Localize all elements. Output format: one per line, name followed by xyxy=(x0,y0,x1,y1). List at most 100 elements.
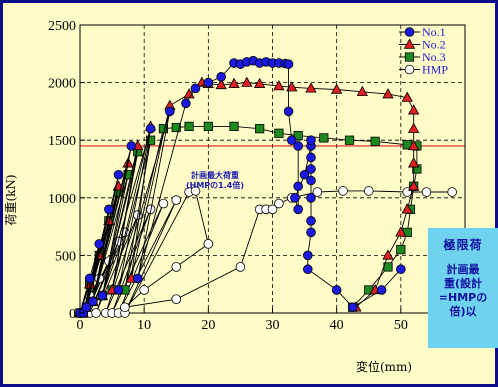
data-point-no2 xyxy=(401,203,413,214)
data-point-no1 xyxy=(165,106,175,117)
y-tick-label: 1000 xyxy=(48,192,76,207)
data-point-no3 xyxy=(255,124,265,134)
data-point-no1 xyxy=(302,264,313,275)
data-point-no1 xyxy=(97,290,108,301)
y-tick-label: 0 xyxy=(69,307,76,322)
data-point-no1 xyxy=(216,72,226,82)
annotation-layer: 計画最大荷重 (HMPの1.4倍) xyxy=(186,170,244,190)
data-point-no1 xyxy=(376,285,387,295)
data-point-no1 xyxy=(113,285,124,295)
y-axis-label: 荷重(kN) xyxy=(4,174,18,225)
data-point-hmp xyxy=(120,302,130,313)
data-point-no1 xyxy=(306,193,316,203)
data-point-no3 xyxy=(396,245,406,255)
data-point-no1 xyxy=(81,302,92,313)
data-point-no3 xyxy=(319,133,329,143)
data-point-hmp xyxy=(171,195,182,205)
callout-title: 極限荷 xyxy=(443,238,483,252)
data-point-no2 xyxy=(407,180,420,191)
data-point-no1 xyxy=(302,250,313,261)
data-point-no2 xyxy=(382,249,394,260)
x-tick-label: 20 xyxy=(201,318,215,333)
data-point-no1 xyxy=(94,239,105,249)
data-point-no2 xyxy=(407,139,420,151)
data-point-no2 xyxy=(273,80,285,91)
data-point-no1 xyxy=(290,193,300,203)
data-point-hmp xyxy=(203,239,214,249)
data-point-hmp xyxy=(274,198,284,209)
annotation-line2: (HMPの1.4倍) xyxy=(186,180,244,190)
data-point-hmp xyxy=(139,285,149,295)
y-tick-label: 2500 xyxy=(48,19,76,34)
data-point-hmp xyxy=(267,204,278,215)
x-axis-label: 変位(mm) xyxy=(356,359,412,374)
data-point-no1 xyxy=(293,141,303,151)
data-point-hmp xyxy=(363,186,374,196)
data-point-no3 xyxy=(370,136,380,146)
x-tick-label: 50 xyxy=(394,318,408,333)
data-point-hmp xyxy=(190,186,201,196)
data-point-no2 xyxy=(241,76,253,87)
data-point-no1 xyxy=(88,296,98,307)
x-tick-label: 30 xyxy=(266,318,280,333)
data-point-no2 xyxy=(401,91,413,102)
data-point-no3 xyxy=(293,130,303,141)
data-point-no2 xyxy=(382,88,394,99)
data-point-hmp xyxy=(158,198,169,209)
data-point-no1 xyxy=(104,204,114,215)
data-point-no3 xyxy=(203,121,213,131)
data-point-hmp xyxy=(91,308,101,318)
data-point-hmp xyxy=(338,186,348,196)
data-point-no1 xyxy=(306,164,316,174)
data-point-hmp xyxy=(421,187,432,197)
legend-label-hmp: HMP xyxy=(422,63,448,77)
callout-body: 計画最 重(設計 =HMPの 倍)以 xyxy=(438,263,488,318)
data-point-no1 xyxy=(84,273,95,284)
data-point-no1 xyxy=(190,83,201,94)
data-point-no2 xyxy=(330,83,343,94)
legend-label-no2: No.2 xyxy=(422,38,446,52)
data-point-no2 xyxy=(228,77,240,88)
data-point-no2 xyxy=(395,226,407,237)
annotation-line1: 計画最大荷重 xyxy=(191,170,239,180)
data-point-no1 xyxy=(293,181,303,192)
x-tick-label: 40 xyxy=(330,318,344,333)
data-point-no1 xyxy=(283,106,294,117)
y-tick-label: 1500 xyxy=(48,134,76,149)
legend-marker-no1 xyxy=(404,27,415,37)
data-point-no3 xyxy=(229,121,239,131)
data-point-no2 xyxy=(215,78,227,90)
data-point-no2 xyxy=(253,77,266,88)
data-point-no1 xyxy=(331,285,342,295)
data-point-no3 xyxy=(171,122,181,133)
legend-label-no3: No.3 xyxy=(422,50,446,64)
tick-labels: 010203040506005001000150020002500 xyxy=(48,19,472,333)
data-point-hmp xyxy=(447,187,457,197)
data-point-no3 xyxy=(184,121,194,131)
y-tick-label: 2000 xyxy=(48,77,76,92)
data-point-hmp xyxy=(235,262,246,272)
data-point-hmp xyxy=(171,294,182,304)
data-point-no1 xyxy=(203,77,214,88)
x-tick-label: 0 xyxy=(77,318,84,333)
data-point-no1 xyxy=(306,135,316,146)
data-point-no1 xyxy=(396,264,406,275)
series-layer xyxy=(74,55,457,318)
data-point-no3 xyxy=(274,128,284,138)
data-point-no1 xyxy=(306,227,316,238)
data-point-no1 xyxy=(306,216,316,226)
series-no1 xyxy=(75,55,406,318)
data-point-no2 xyxy=(407,104,420,115)
data-point-no1 xyxy=(113,169,124,180)
data-point-no1 xyxy=(299,169,310,180)
data-point-no1 xyxy=(126,141,137,151)
x-tick-label: 10 xyxy=(137,318,151,333)
data-point-no2 xyxy=(356,85,369,97)
data-point-no2 xyxy=(407,122,420,133)
data-point-no1 xyxy=(145,123,156,134)
data-point-no1 xyxy=(306,152,316,163)
data-point-no1 xyxy=(132,273,143,284)
